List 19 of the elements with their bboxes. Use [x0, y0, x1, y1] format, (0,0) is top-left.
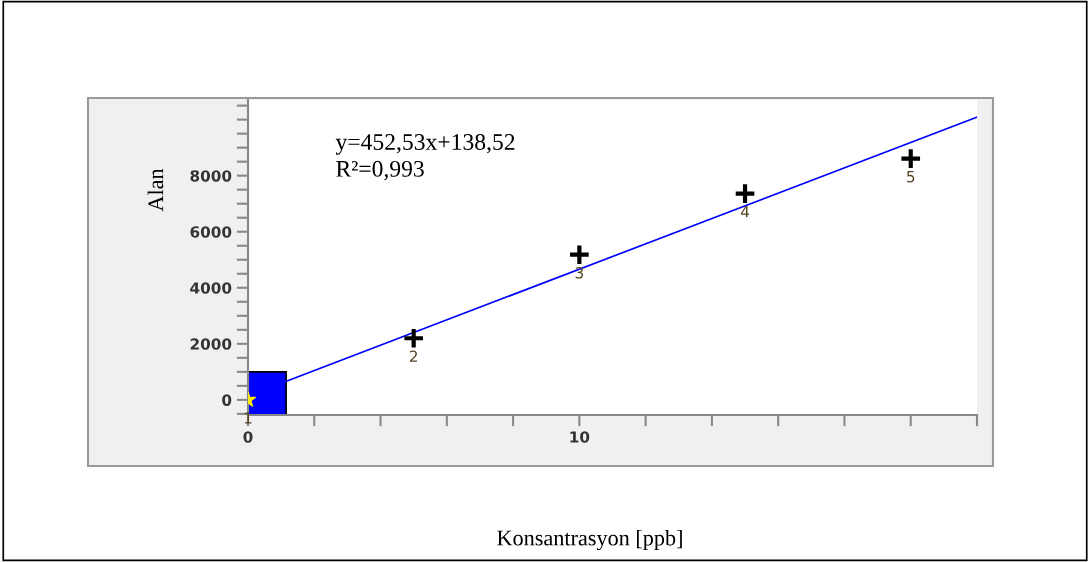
- annotation: R²=0,993: [336, 160, 424, 181]
- point: [733, 182, 757, 206]
- annotation: 5: [907, 171, 915, 183]
- annotation: 2: [409, 350, 418, 362]
- y-tick-label: 4000: [190, 282, 232, 294]
- annotation: 1: [244, 412, 252, 424]
- y-tick-label: 2000: [190, 338, 232, 350]
- y-axis-title: Alan: [147, 168, 164, 212]
- y-tick-label: 6000: [190, 226, 232, 238]
- y-tick-label: 8000: [190, 170, 232, 182]
- point: [899, 147, 923, 170]
- x-tick-label: 10: [570, 431, 590, 443]
- point: [402, 326, 426, 350]
- annotation: y=452,53x+138,52: [335, 134, 515, 155]
- annotation: 4: [740, 206, 750, 218]
- x-axis-title: Konsantrasyon [ppb]: [497, 529, 682, 551]
- annotation: 3: [575, 267, 583, 279]
- point: [567, 243, 591, 267]
- y-tick-label: 0: [222, 394, 232, 406]
